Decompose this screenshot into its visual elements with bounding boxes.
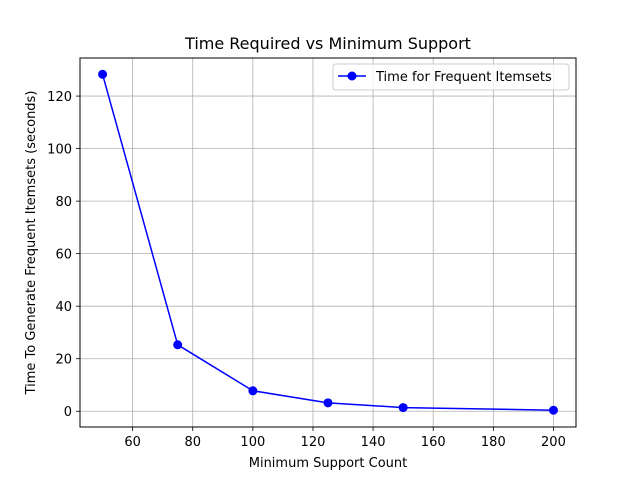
x-tick-label: 200 <box>541 435 566 450</box>
y-tick-label: 80 <box>55 195 72 210</box>
y-tick-label: 100 <box>47 143 72 158</box>
x-tick-label: 180 <box>481 435 506 450</box>
axis-ticks: 60 80 100 120 140 160 180 200 0 20 40 60 80 100 120 <box>47 90 566 450</box>
plot-area-frame <box>79 57 577 428</box>
y-tick-label: 120 <box>47 90 72 105</box>
y-tick-label: 60 <box>55 248 72 263</box>
data-point-marker <box>98 69 108 79</box>
data-point-marker <box>173 340 183 350</box>
data-point-marker <box>323 398 333 408</box>
y-tick-label: 40 <box>55 300 72 315</box>
data-point-marker <box>398 403 408 413</box>
x-tick-label: 120 <box>301 435 326 450</box>
legend-frame <box>332 63 570 91</box>
chart-title: Time Required vs Minimum Support <box>184 34 471 53</box>
series-line <box>101 74 554 411</box>
x-tick-label: 60 <box>124 435 141 450</box>
x-tick-label: 160 <box>421 435 446 450</box>
data-point-marker <box>248 386 258 396</box>
x-tick-label: 80 <box>184 435 201 450</box>
y-tick-label: 20 <box>55 353 72 368</box>
x-tick-label: 140 <box>361 435 386 450</box>
grid-lines <box>80 58 576 427</box>
y-axis-label: Time To Generate Frequent Itemsets (seco… <box>24 91 39 396</box>
y-tick-label: 0 <box>64 405 72 420</box>
legend-entry-label: Time for Frequent Itemsets <box>375 70 552 85</box>
legend: Time for Frequent Itemsets <box>332 63 570 91</box>
data-point-marker <box>548 405 558 415</box>
x-tick-label: 100 <box>240 435 265 450</box>
legend-marker-swatch <box>347 71 357 81</box>
x-axis-label: Minimum Support Count <box>249 456 408 471</box>
data-series <box>98 69 558 415</box>
